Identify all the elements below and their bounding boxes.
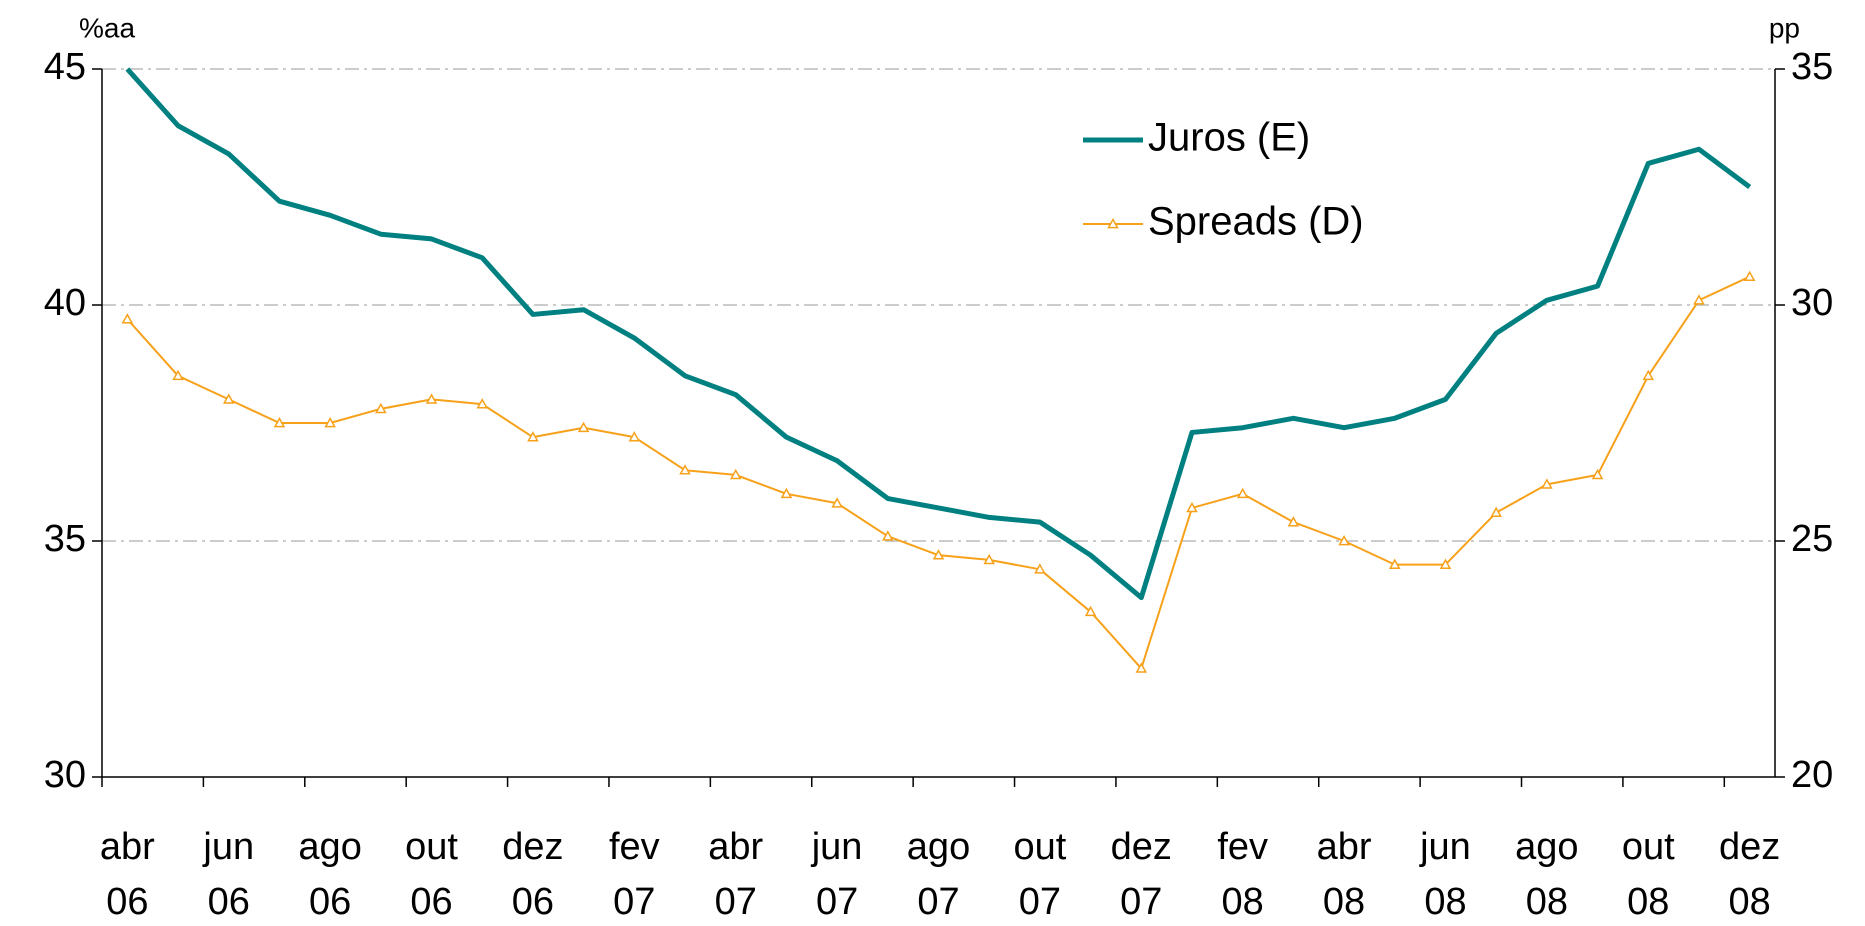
point <box>780 487 793 499</box>
x-tick-label: dez 08 <box>1719 826 1781 923</box>
x-tick-label: abr 06 <box>99 826 155 923</box>
point <box>1541 478 1553 489</box>
x-tick-label: ago 08 <box>1515 826 1579 923</box>
y2-tick-label: 30 <box>1791 282 1833 324</box>
x-tick-label: out 07 <box>1013 826 1067 923</box>
point <box>425 393 438 404</box>
y-tick-label: 30 <box>44 754 86 796</box>
x-tick-label: jun 08 <box>1420 826 1471 923</box>
point <box>324 416 336 428</box>
x-tick-label: abr 07 <box>708 826 764 923</box>
legend-marker <box>1107 217 1119 229</box>
point <box>527 431 539 442</box>
point <box>1439 558 1452 569</box>
point <box>222 393 235 404</box>
point <box>375 402 387 414</box>
point <box>628 431 641 442</box>
point <box>1084 605 1097 617</box>
point <box>1743 270 1756 282</box>
y2-tick-label: 25 <box>1791 518 1833 560</box>
point <box>1693 294 1705 305</box>
point <box>882 530 894 541</box>
point <box>1236 487 1249 499</box>
point <box>1135 662 1148 673</box>
x-tick-label: jun 07 <box>811 826 863 923</box>
x-tick-label: jun 06 <box>203 826 255 923</box>
point <box>831 497 843 508</box>
y-tick-label: 35 <box>44 518 86 560</box>
y-unit-label: %aa <box>79 12 135 43</box>
x-tick-label: out 06 <box>405 826 458 923</box>
x-tick-label: dez 06 <box>502 826 564 923</box>
point <box>1034 563 1046 574</box>
y-tick-label: 40 <box>44 282 86 324</box>
x-tick-label: fev 08 <box>1217 826 1269 923</box>
x-tick-label: abr 08 <box>1316 826 1372 923</box>
point <box>1338 534 1350 546</box>
point <box>1388 558 1401 569</box>
line <box>126 275 1751 670</box>
legend-label: Spreads (D) <box>1148 200 1364 244</box>
x-tick-label: out 08 <box>1621 826 1675 923</box>
series <box>121 270 1756 673</box>
y2-tick-label: 20 <box>1791 754 1833 796</box>
point <box>1186 501 1198 513</box>
legend-label: Juros (E) <box>1148 116 1310 160</box>
x-tick-label: ago 07 <box>906 826 971 923</box>
point <box>273 416 286 428</box>
point <box>1591 468 1604 480</box>
point <box>983 553 995 565</box>
point <box>1642 369 1655 381</box>
point <box>932 549 945 560</box>
point <box>729 468 742 480</box>
line <box>125 67 1752 601</box>
point <box>679 464 691 475</box>
point <box>1490 506 1502 518</box>
point <box>577 421 590 433</box>
x-tick-label: fev 07 <box>608 826 660 923</box>
y2-unit-label: pp <box>1769 12 1800 43</box>
y2-tick-label: 35 <box>1791 46 1833 88</box>
x-tick-label: dez 07 <box>1110 826 1172 923</box>
point <box>1287 516 1300 527</box>
point <box>121 313 134 324</box>
x-tick-label: ago 06 <box>298 826 362 923</box>
point <box>476 398 489 409</box>
series <box>125 67 1752 601</box>
point <box>172 369 184 381</box>
y-tick-label: 45 <box>44 46 86 88</box>
